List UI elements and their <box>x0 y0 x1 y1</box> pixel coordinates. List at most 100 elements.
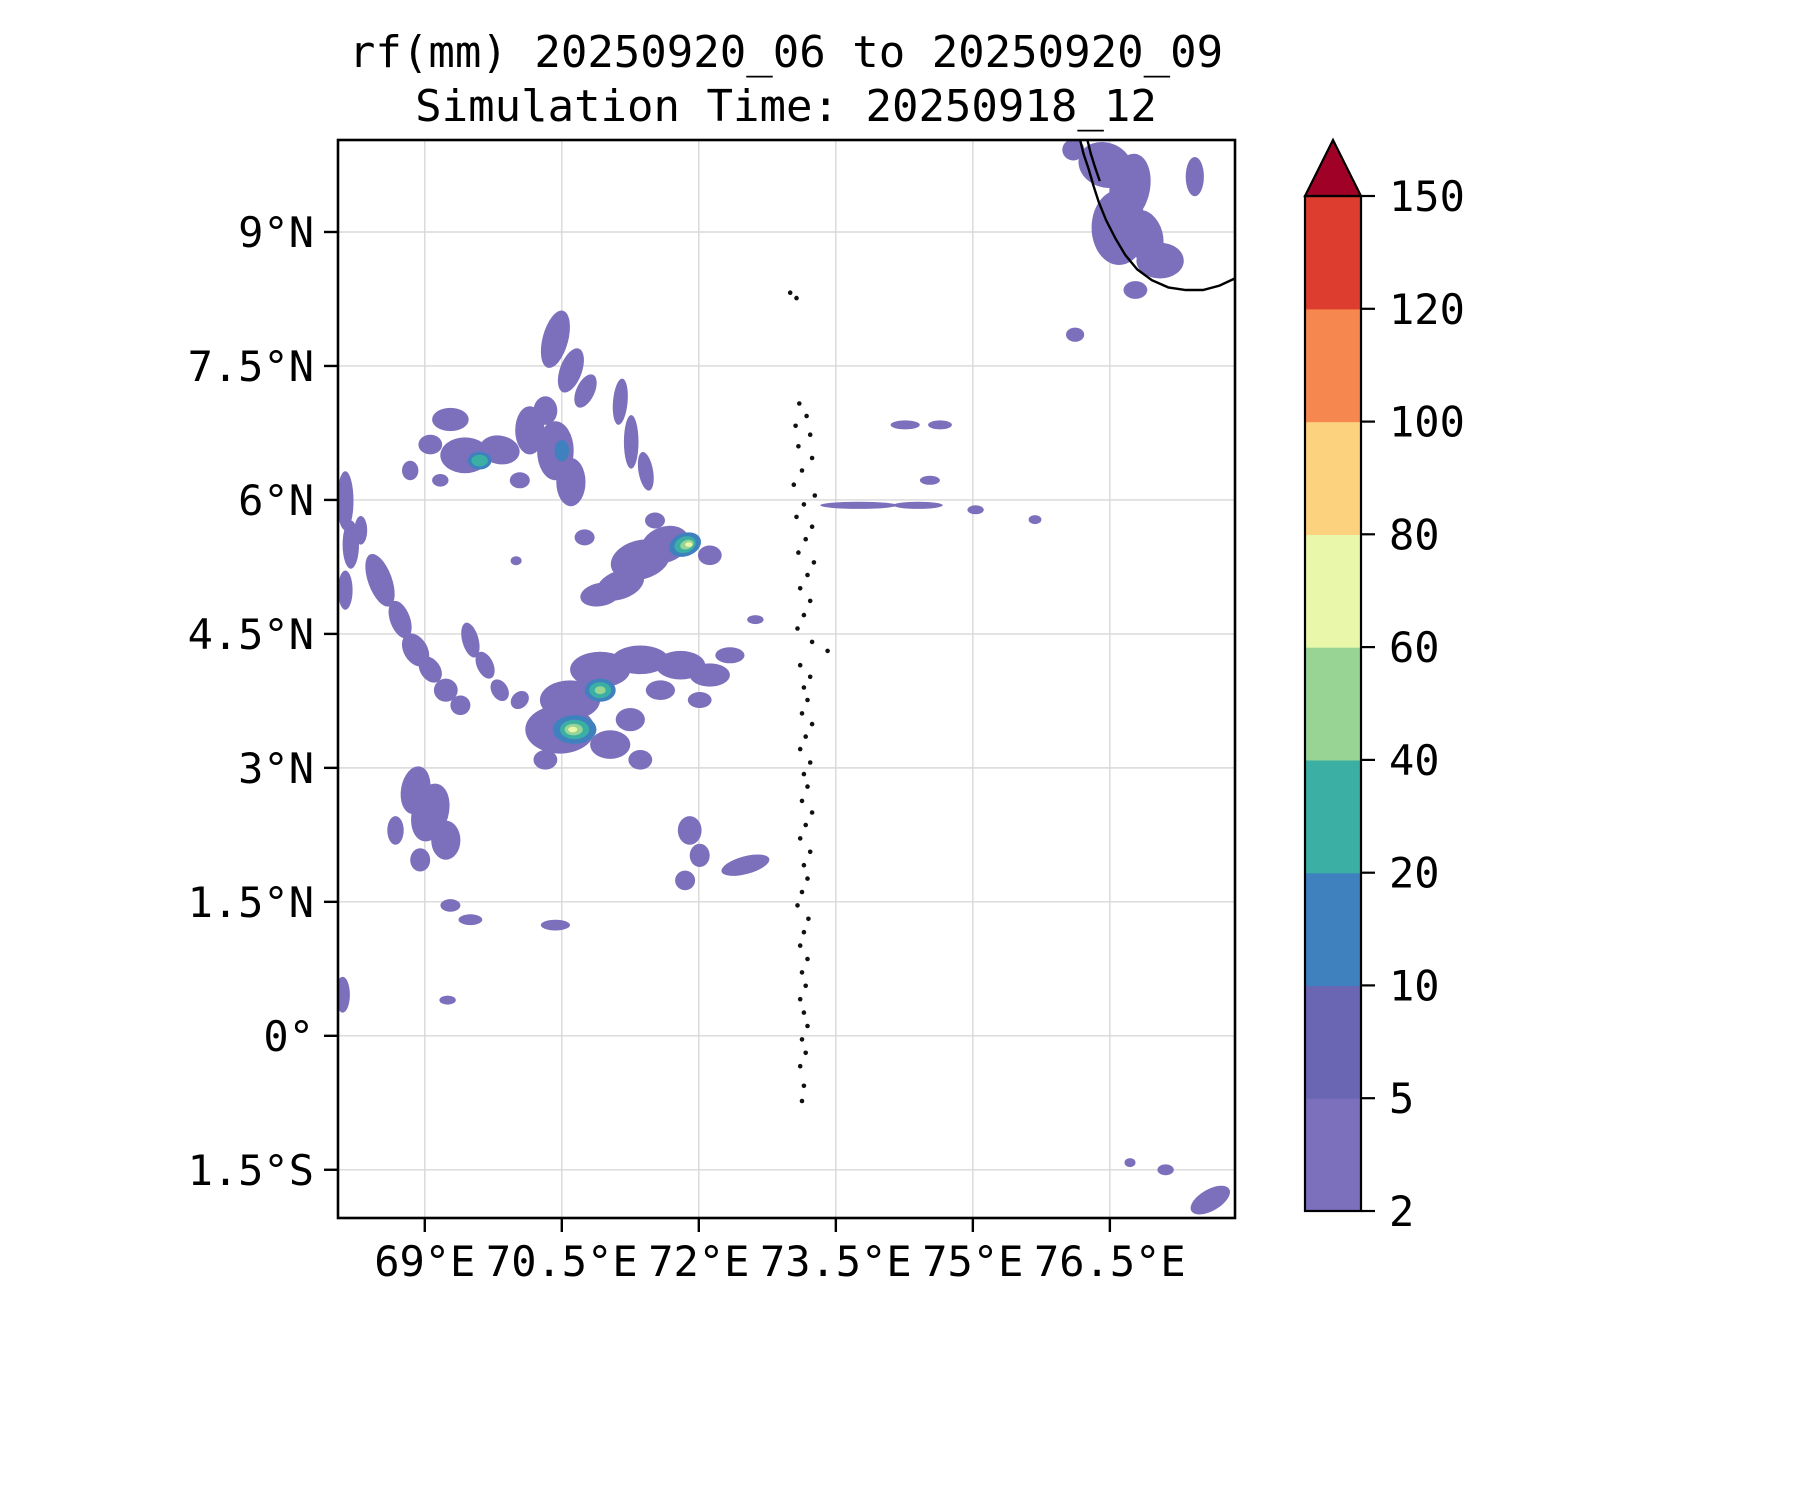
island-dot <box>793 423 798 429</box>
rain-cell <box>1185 157 1204 197</box>
rain-cell <box>645 512 665 529</box>
colorbar-tick-label: 10 <box>1389 961 1440 1010</box>
y-tick-label: 1.5°S <box>188 1146 314 1195</box>
coastline <box>1078 140 1235 292</box>
rain-cell <box>510 556 522 566</box>
rain-cell <box>338 570 353 610</box>
rain-cell <box>410 848 431 872</box>
island-dot <box>801 1010 807 1015</box>
island-dot <box>799 468 805 473</box>
rain-cell <box>1124 1158 1136 1168</box>
rain-cell <box>615 708 645 732</box>
rain-cell <box>919 475 940 485</box>
island-dot <box>805 697 810 703</box>
rain-cell <box>338 976 350 1013</box>
rain-cell <box>554 440 570 462</box>
island-dot <box>787 290 793 296</box>
rain-cell <box>574 374 597 408</box>
island-dot <box>804 413 809 419</box>
colorbar-over-arrow <box>1303 137 1363 198</box>
y-tick-label: 0° <box>263 1012 314 1061</box>
rain-cell <box>1123 281 1148 299</box>
rain-cell <box>675 870 696 891</box>
rain-cell <box>557 348 584 393</box>
rain-cell <box>432 474 449 487</box>
island-dot <box>797 662 803 668</box>
rain-cell <box>475 651 495 679</box>
rain-cell <box>533 396 558 425</box>
island-dot <box>794 295 799 301</box>
rain-cell <box>540 919 571 931</box>
island-dot <box>799 970 805 975</box>
island-dot <box>795 903 800 908</box>
rain-cell <box>574 529 595 546</box>
rain-cell <box>1066 327 1085 342</box>
rain-cell <box>687 692 712 708</box>
title-block: rf(mm) 20250920_06 to 20250920_09 Simula… <box>0 26 1572 134</box>
rain-cell <box>450 695 471 716</box>
island-dot <box>797 586 803 591</box>
rain-cell <box>580 582 621 607</box>
rain-cell <box>890 420 920 430</box>
rain-cell <box>928 420 952 430</box>
rain-cell <box>697 545 722 566</box>
island-dot <box>809 639 815 645</box>
colorbar-segment <box>1305 1098 1361 1212</box>
island-dot <box>803 734 808 739</box>
x-tick-label: 70.5°E <box>486 1237 638 1286</box>
island-dot <box>807 432 813 438</box>
rain-cell <box>747 615 764 625</box>
rain-cell <box>388 600 412 639</box>
rain-cell <box>510 690 529 710</box>
colorbar-segment <box>1305 759 1361 874</box>
colorbar-segment <box>1305 196 1361 310</box>
island-dot <box>807 849 813 855</box>
x-tick-label: 76.5°E <box>1034 1237 1186 1286</box>
colorbar-tick-label: 60 <box>1389 623 1440 672</box>
island-dot <box>809 524 815 529</box>
colorbar-segment <box>1305 872 1361 987</box>
colorbar-tick-label: 100 <box>1389 398 1465 447</box>
rain-cell <box>715 647 745 664</box>
island-dot <box>806 916 811 922</box>
colorbar-tick-label: 80 <box>1389 510 1440 559</box>
colorbar-tick-label: 150 <box>1389 172 1465 221</box>
island-dot <box>799 1098 805 1104</box>
island-dot <box>803 1050 808 1056</box>
rain-cell <box>721 854 770 876</box>
rain-cell <box>677 816 702 845</box>
island-dot <box>811 560 817 565</box>
rain-cell <box>1136 242 1184 279</box>
colorbar-tick-label: 20 <box>1389 849 1440 898</box>
x-tick-label: 75°E <box>922 1237 1023 1286</box>
island-dot <box>803 822 808 828</box>
island-dot <box>797 746 803 752</box>
colorbar-tick-label: 120 <box>1389 285 1465 334</box>
colorbar-tick-label: 5 <box>1389 1074 1414 1123</box>
island-dot <box>799 798 805 804</box>
rain-cell <box>1062 140 1085 161</box>
x-tick-label: 69°E <box>374 1237 475 1286</box>
chart-subtitle: Simulation Time: 20250918_12 <box>415 81 1157 132</box>
rain-cell <box>431 820 461 860</box>
y-tick-label: 4.5°N <box>188 610 314 659</box>
colorbar-segment <box>1305 308 1361 423</box>
rain-cell <box>568 726 578 733</box>
rain-cell <box>820 501 898 509</box>
island-dot <box>799 1037 805 1042</box>
island-dot <box>801 929 807 935</box>
island-dot <box>794 514 799 520</box>
rain-cell <box>338 471 354 531</box>
colorbar-tick-label: 2 <box>1389 1187 1414 1236</box>
colorbar-segment <box>1305 647 1361 761</box>
island-dot <box>791 482 797 488</box>
rain-cell <box>685 542 693 547</box>
rain-cell <box>471 454 488 467</box>
rain-cell <box>418 434 443 455</box>
island-dot <box>803 536 808 542</box>
rain-cell <box>594 686 606 695</box>
island-dot <box>805 1023 810 1029</box>
rain-cell <box>458 914 483 926</box>
rain-cell <box>1028 515 1042 525</box>
island-dot <box>805 784 810 789</box>
